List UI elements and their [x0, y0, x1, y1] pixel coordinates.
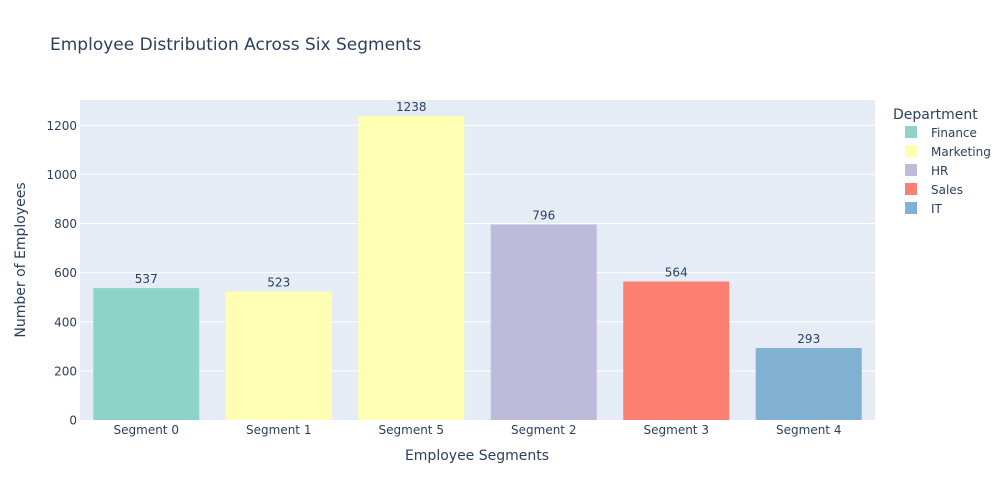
legend-items: Finance Marketing HR Sales IT: [905, 126, 991, 216]
legend-swatch: [905, 183, 917, 195]
y-tick-label: 200: [54, 364, 77, 378]
bar-value-label: 537: [135, 272, 158, 286]
legend-swatch: [905, 126, 917, 138]
bar-value-label: 293: [797, 332, 820, 346]
data-labels: 537 523 1238 796 564 293: [135, 100, 820, 346]
bar-value-label: 796: [532, 209, 555, 223]
x-tick-label: Segment 0: [114, 423, 179, 437]
legend-label: IT: [931, 202, 943, 216]
x-axis-title: Employee Segments: [405, 448, 549, 464]
x-tick-label: Segment 4: [776, 423, 841, 437]
y-axis-ticks: 0 200 400 600 800 1000 1200: [46, 119, 77, 428]
bar: [93, 288, 200, 420]
y-tick-label: 800: [54, 217, 77, 231]
legend-label: Sales: [931, 183, 963, 197]
legend-swatch: [905, 202, 917, 214]
bars: [93, 115, 862, 420]
legend-label: HR: [931, 164, 948, 178]
x-tick-label: Segment 1: [246, 423, 311, 437]
y-tick-label: 0: [69, 414, 77, 428]
y-tick-label: 600: [54, 266, 77, 280]
legend: Department Finance Marketing HR Sales IT: [893, 107, 991, 216]
x-tick-label: Segment 2: [511, 423, 576, 437]
chart-title: Employee Distribution Across Six Segment…: [50, 35, 421, 55]
bar-value-label: 523: [267, 276, 290, 290]
bar: [490, 224, 597, 420]
legend-title: Department: [893, 107, 978, 123]
bar: [623, 281, 730, 420]
y-axis-title: Number of Employees: [13, 182, 29, 337]
legend-swatch: [905, 145, 917, 157]
bar: [755, 348, 862, 420]
bar-value-label: 1238: [396, 100, 427, 114]
plot-area: [80, 100, 875, 420]
y-tick-label: 1000: [46, 168, 77, 182]
legend-swatch: [905, 164, 917, 176]
legend-label: Marketing: [931, 145, 991, 159]
x-axis-ticks: Segment 0 Segment 1 Segment 5 Segment 2 Segm…: [114, 423, 842, 437]
y-tick-label: 400: [54, 315, 77, 329]
x-tick-label: Segment 3: [644, 423, 709, 437]
gridlines: [80, 124, 875, 372]
bar: [225, 291, 332, 420]
legend-label: Finance: [931, 126, 977, 140]
bar-value-label: 564: [665, 265, 688, 279]
bar: [358, 115, 465, 420]
x-tick-label: Segment 5: [379, 423, 444, 437]
y-tick-label: 1200: [46, 119, 77, 133]
